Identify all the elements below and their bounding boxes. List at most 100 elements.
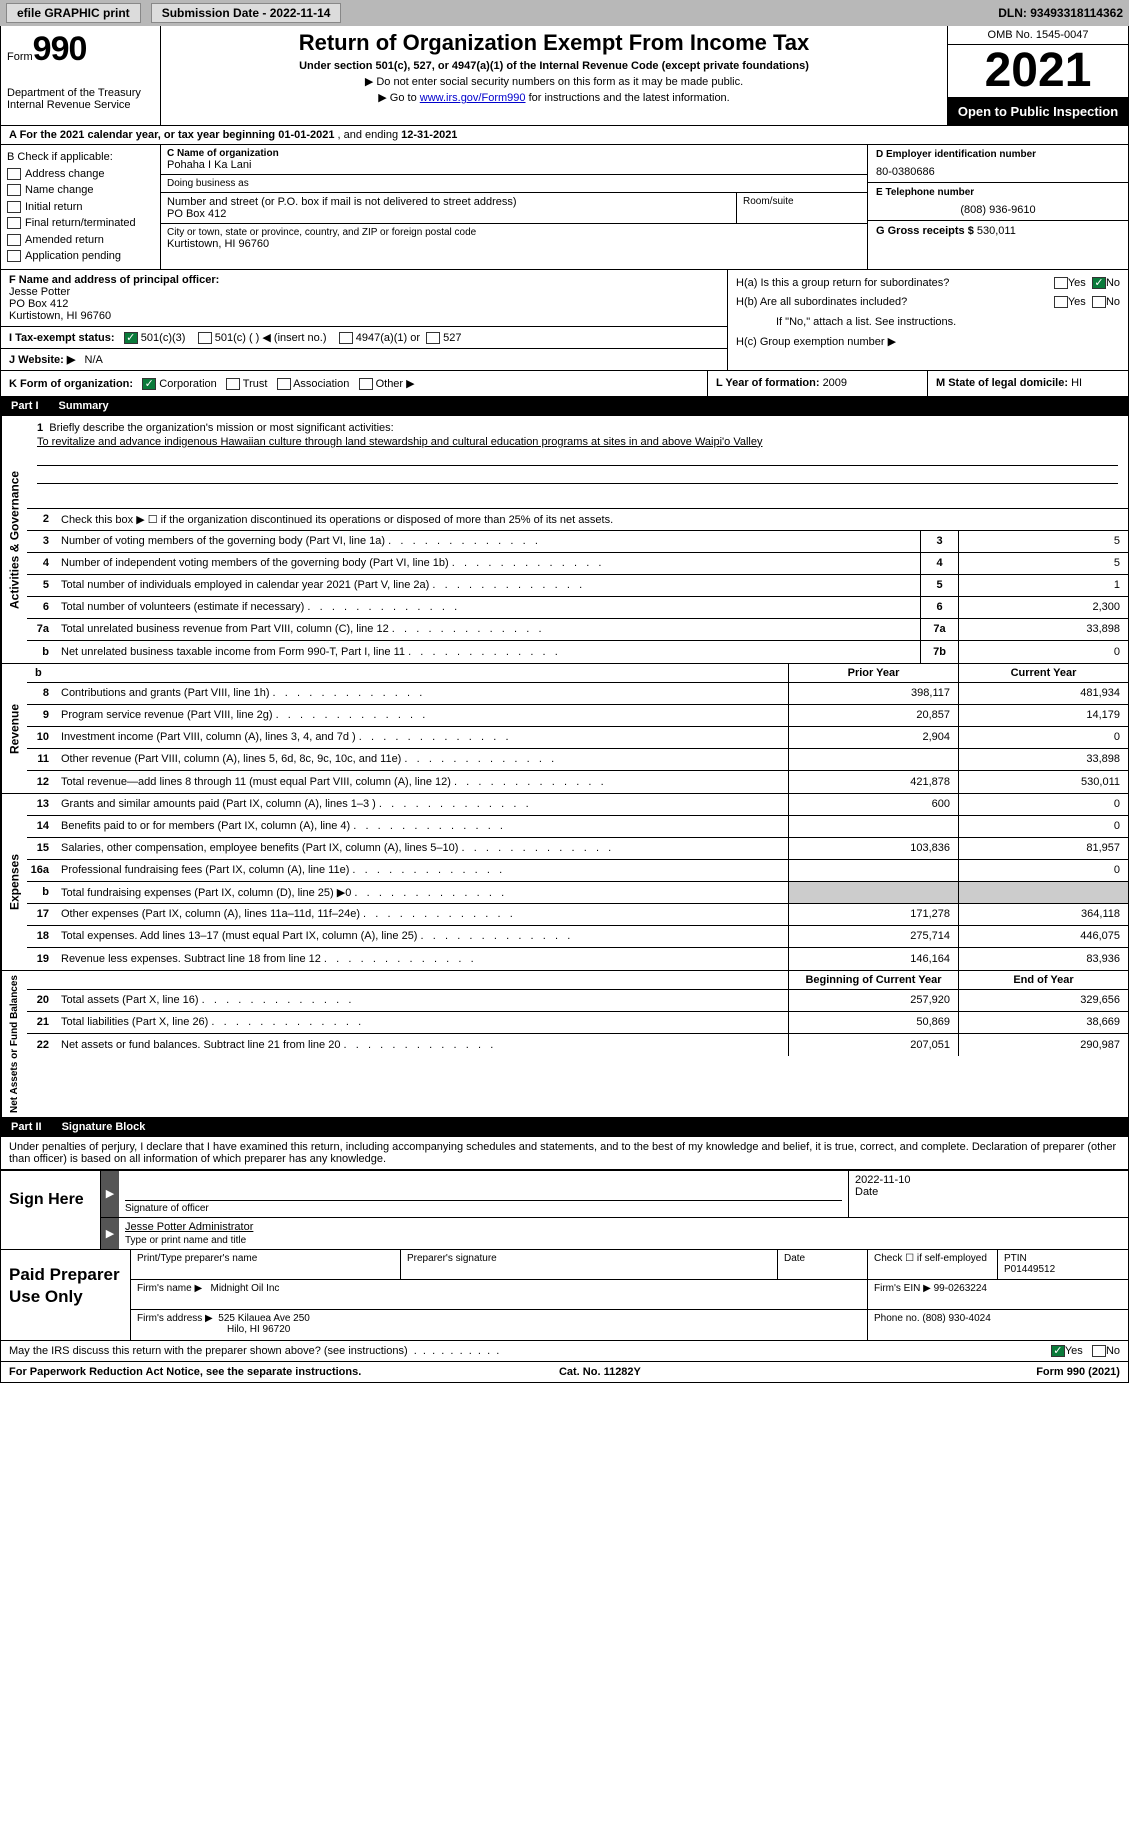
hb-note: If "No," attach a list. See instructions…: [736, 313, 1120, 333]
cb-corporation[interactable]: [142, 378, 156, 390]
cb-address-change[interactable]: [7, 168, 21, 180]
section-klm: K Form of organization: Corporation Trus…: [0, 371, 1129, 397]
firm-addr-label: Firm's address ▶: [137, 1313, 213, 1324]
line-desc: Number of voting members of the governin…: [57, 532, 920, 550]
cb-discuss-no[interactable]: [1092, 1345, 1106, 1357]
sum-row: 19 Revenue less expenses. Subtract line …: [27, 948, 1128, 970]
k-label: K Form of organization:: [9, 378, 133, 390]
cb-501c[interactable]: [198, 332, 212, 344]
rev-header: b Prior Year Current Year: [27, 664, 1128, 683]
line-box: 6: [920, 597, 958, 618]
preparer-block: Paid Preparer Use Only Print/Type prepar…: [0, 1250, 1129, 1341]
lbl-address-change: Address change: [25, 168, 105, 180]
cb-trust[interactable]: [226, 378, 240, 390]
i-label: I Tax-exempt status:: [9, 332, 115, 344]
dln-label: DLN:: [998, 6, 1030, 20]
line-num: 8: [27, 687, 57, 699]
l-label: L Year of formation:: [716, 377, 823, 389]
cb-hb-no[interactable]: [1092, 296, 1106, 308]
sign-here-label: Sign Here: [1, 1171, 101, 1249]
line-desc: Total assets (Part X, line 16): [57, 991, 788, 1009]
current-val: 83,936: [958, 948, 1128, 970]
cb-ha-yes[interactable]: [1054, 277, 1068, 289]
cb-527[interactable]: [426, 332, 440, 344]
prior-val: 398,117: [788, 683, 958, 704]
cb-hb-yes[interactable]: [1054, 296, 1068, 308]
sig-date-label: Date: [855, 1186, 1122, 1198]
note-ssn: ▶ Do not enter social security numbers o…: [167, 75, 941, 88]
efile-button[interactable]: efile GRAPHIC print: [6, 3, 141, 23]
submission-date-button[interactable]: Submission Date - 2022-11-14: [151, 3, 342, 23]
cb-name-change[interactable]: [7, 184, 21, 196]
officer-addr1: PO Box 412: [9, 298, 68, 310]
cb-discuss-yes[interactable]: [1051, 1345, 1065, 1357]
line-num: 18: [27, 930, 57, 942]
cb-4947[interactable]: [339, 332, 353, 344]
addr-label: Number and street (or P.O. box if mail i…: [167, 196, 730, 208]
form-subtitle: Under section 501(c), 527, or 4947(a)(1)…: [167, 60, 941, 72]
phone-value: (808) 936-9610: [876, 204, 1120, 216]
footer: For Paperwork Reduction Act Notice, see …: [0, 1362, 1129, 1383]
sum-row: 13 Grants and similar amounts paid (Part…: [27, 794, 1128, 816]
dln-value: 93493318114362: [1030, 6, 1123, 20]
prior-val: [788, 816, 958, 837]
cb-final-return[interactable]: [7, 217, 21, 229]
sig-date: 2022-11-10: [855, 1174, 1122, 1186]
col-b-checkboxes: B Check if applicable: Address change Na…: [1, 145, 161, 269]
prior-val: 600: [788, 794, 958, 815]
prior-val: 2,904: [788, 727, 958, 748]
net-header: Beginning of Current Year End of Year: [27, 971, 1128, 990]
j-label: J Website: ▶: [9, 354, 75, 366]
current-val: 0: [958, 727, 1128, 748]
lbl-final-return: Final return/terminated: [25, 217, 136, 229]
preparer-left-label: Paid Preparer Use Only: [1, 1250, 131, 1340]
summary-ag: Activities & Governance 1 Briefly descri…: [0, 416, 1129, 664]
firm-name-value: Midnight Oil Inc: [211, 1283, 280, 1294]
signature-intro: Under penalties of perjury, I declare th…: [0, 1137, 1129, 1170]
sign-arrow-icon-2: ▶: [101, 1218, 119, 1249]
lbl-other: Other ▶: [376, 378, 415, 390]
current-year-header: Current Year: [958, 664, 1128, 682]
line2-text: Check this box ▶ ☐ if the organization d…: [57, 510, 1128, 529]
line-desc: Revenue less expenses. Subtract line 18 …: [57, 950, 788, 968]
cb-amended-return[interactable]: [7, 234, 21, 246]
cb-application-pending[interactable]: [7, 250, 21, 262]
officer-print-name: Jesse Potter Administrator: [125, 1221, 1122, 1233]
footer-mid: Cat. No. 11282Y: [559, 1366, 641, 1378]
sign-block: Sign Here ▶ Signature of officer 2022-11…: [0, 1170, 1129, 1250]
section-bcd: B Check if applicable: Address change Na…: [0, 145, 1129, 270]
vtab-rev: Revenue: [1, 664, 27, 793]
cb-ha-no[interactable]: [1092, 277, 1106, 289]
cb-501c3[interactable]: [124, 332, 138, 344]
footer-right: Form 990 (2021): [1036, 1366, 1120, 1378]
prep-phone-value: (808) 930-4024: [922, 1313, 990, 1324]
line2: 2 Check this box ▶ ☐ if the organization…: [27, 509, 1128, 531]
lbl-amended-return: Amended return: [25, 234, 104, 246]
cb-association[interactable]: [277, 378, 291, 390]
cb-initial-return[interactable]: [7, 201, 21, 213]
line-desc: Other revenue (Part VIII, column (A), li…: [57, 750, 788, 768]
tax-year: 2021: [948, 45, 1128, 98]
addr-value: PO Box 412: [167, 208, 730, 220]
officer-name: Jesse Potter: [9, 286, 70, 298]
line-desc: Total fundraising expenses (Part IX, col…: [57, 883, 788, 902]
line-desc: Net unrelated business taxable income fr…: [57, 643, 920, 661]
prep-sig-label: Preparer's signature: [401, 1250, 778, 1279]
lbl-501c3: 501(c)(3): [141, 332, 186, 344]
line-num: 7a: [27, 623, 57, 635]
line-val: 1: [958, 575, 1128, 596]
line-num: b: [27, 886, 57, 898]
note2-post: for instructions and the latest informat…: [526, 92, 730, 104]
vtab-exp: Expenses: [1, 794, 27, 970]
sum-row: 18 Total expenses. Add lines 13–17 (must…: [27, 926, 1128, 948]
line-val: 0: [958, 641, 1128, 663]
header-middle: Return of Organization Exempt From Incom…: [161, 26, 948, 125]
prior-val: [788, 860, 958, 881]
col-h: H(a) Is this a group return for subordin…: [728, 270, 1128, 370]
line-desc: Total number of volunteers (estimate if …: [57, 598, 920, 616]
cb-other[interactable]: [359, 378, 373, 390]
irs-link[interactable]: www.irs.gov/Form990: [420, 92, 526, 104]
lbl-initial-return: Initial return: [25, 201, 82, 213]
lbl-application-pending: Application pending: [25, 250, 121, 262]
line-num: 21: [27, 1016, 57, 1028]
